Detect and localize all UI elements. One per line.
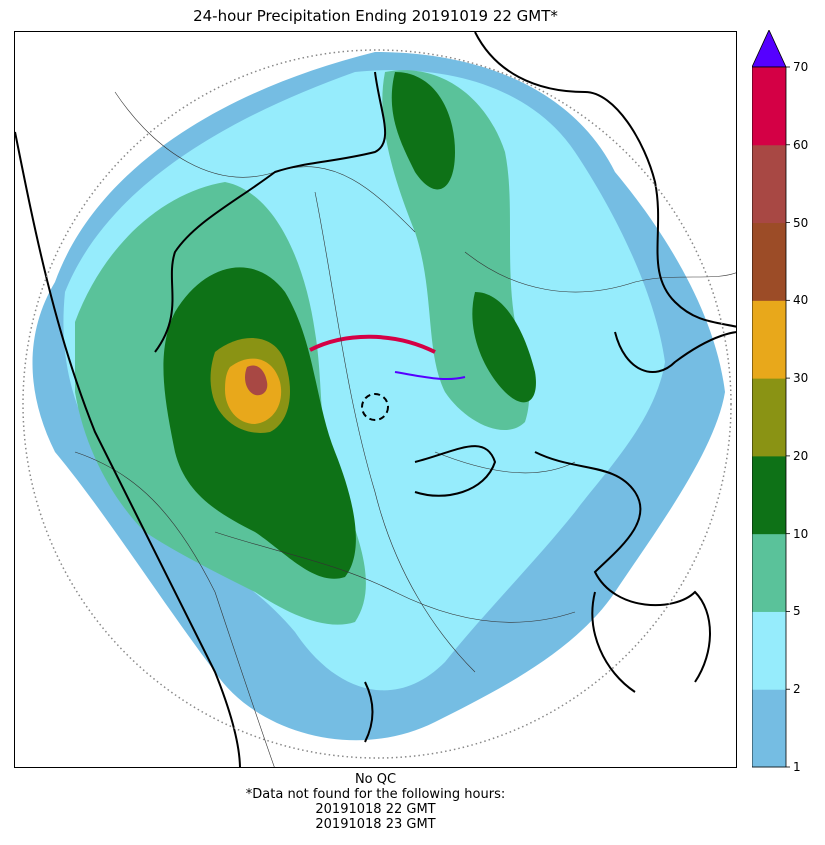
colorbar-bin [752, 300, 786, 379]
colorbar [752, 30, 790, 768]
colorbar-tick-label: 40 [793, 293, 809, 308]
precip-40-50 [245, 365, 268, 396]
colorbar-tick-label: 5 [793, 604, 801, 619]
colorbar-tick-label: 70 [793, 60, 809, 74]
colorbar-bins [752, 30, 787, 768]
footer-notes: No QC *Data not found for the following … [14, 772, 737, 832]
colorbar-tick-label: 10 [793, 526, 809, 541]
colorbar-tick-label: 60 [793, 137, 809, 152]
colorbar-ticks [786, 66, 790, 768]
colorbar-tick-label: 2 [793, 682, 801, 697]
colorbar-tick-label: 30 [793, 371, 809, 386]
colorbar-bin [752, 378, 786, 457]
colorbar-bin [752, 222, 786, 301]
colorbar-tick-label: 50 [793, 215, 809, 230]
precip-10-20-north [391, 72, 455, 190]
colorbar-tick-label: 1 [793, 760, 801, 774]
colorbar-bin [752, 689, 786, 768]
colorbar-frame [752, 66, 787, 768]
missing-hour: 20191018 22 GMT [315, 802, 436, 817]
radar-map [14, 31, 737, 768]
missing-hour: 20191018 23 GMT [315, 817, 436, 832]
precip-streak [309, 334, 436, 354]
precip-10-20-east [472, 292, 536, 403]
colorbar-extend-arrow [752, 30, 787, 68]
colorbar-bin [752, 67, 786, 146]
state-boundaries [15, 32, 736, 767]
colorbar-bin [752, 455, 786, 535]
plot-title: 24-hour Precipitation Ending 20191019 22… [193, 7, 558, 25]
range-ring [22, 49, 732, 759]
radar-site-marker [361, 393, 389, 421]
qc-status: No QC [354, 772, 397, 787]
precipitation-field [32, 52, 725, 741]
missing-data-note: *Data not found for the following hours: [245, 787, 506, 802]
precipitation-map-svg [15, 32, 736, 767]
colorbar-bin [752, 611, 786, 690]
colorbar-bin [752, 533, 786, 612]
precip-streak-2 [394, 371, 466, 381]
colorbar-bin [752, 144, 786, 224]
colorbar-tick-label: 20 [793, 448, 809, 463]
